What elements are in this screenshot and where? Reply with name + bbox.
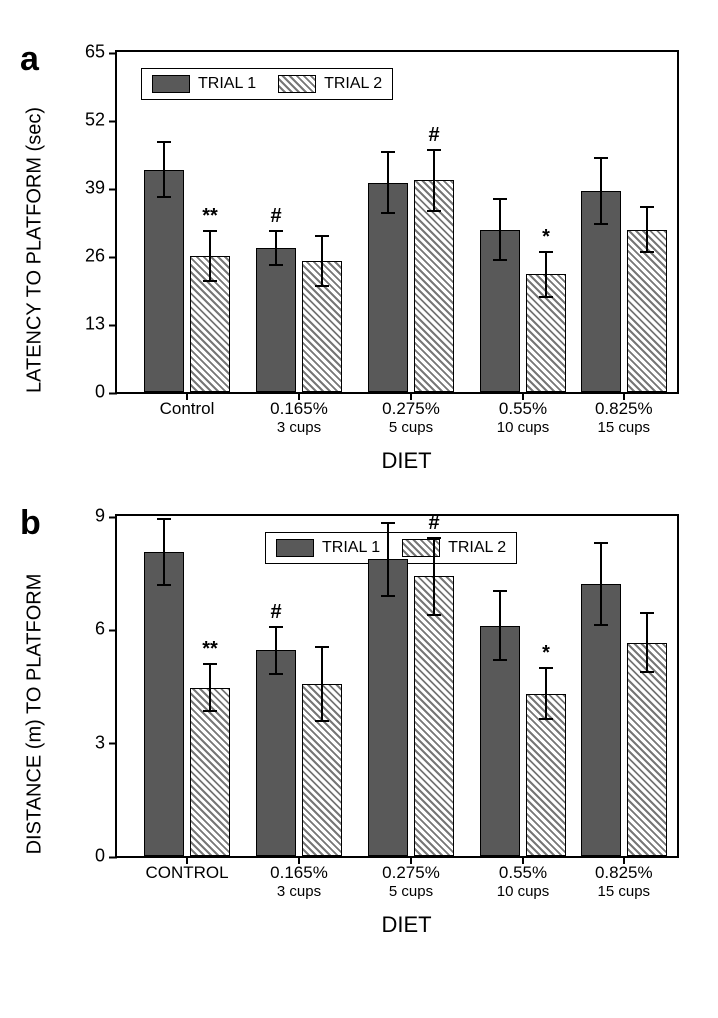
significance-marker: * [542, 642, 550, 665]
significance-marker: # [428, 124, 439, 147]
bar-trial1 [256, 650, 296, 856]
bar-trial2 [414, 576, 454, 856]
error-bar [545, 251, 547, 298]
error-bar [209, 663, 211, 712]
bar-trial1 [144, 552, 184, 856]
x-category-label: 0.275%5 cups [382, 392, 440, 438]
y-tick: 6 [95, 619, 117, 640]
y-tick: 9 [95, 506, 117, 527]
bar-trial2 [414, 180, 454, 392]
x-category-label: 0.165%3 cups [270, 856, 328, 902]
bar-trial1 [368, 559, 408, 856]
legend: TRIAL 1 TRIAL 2 [141, 68, 393, 100]
legend-label: TRIAL 1 [322, 539, 380, 557]
significance-marker: # [428, 512, 439, 535]
error-bar [646, 612, 648, 672]
x-category-sublabel: 15 cups [595, 419, 653, 438]
error-bar [321, 235, 323, 287]
error-bar [163, 518, 165, 586]
error-bar [387, 522, 389, 598]
error-bar [646, 206, 648, 253]
y-tick: 39 [85, 178, 117, 199]
bar-trial2 [190, 688, 230, 856]
legend-swatch [152, 75, 190, 93]
x-category-label: 0.825%15 cups [595, 856, 653, 902]
y-tick: 13 [85, 314, 117, 335]
panel-a-chart: 01326395265TRIAL 1TRIAL 2Control**0.165%… [115, 50, 679, 394]
error-bar [499, 198, 501, 261]
x-category-label: 0.165%3 cups [270, 392, 328, 438]
bar-trial1 [144, 170, 184, 392]
error-bar [209, 230, 211, 282]
bar-trial2 [627, 643, 667, 856]
legend-label: TRIAL 2 [448, 539, 506, 557]
x-category-label: 0.825%15 cups [595, 392, 653, 438]
x-category-label: 0.275%5 cups [382, 856, 440, 902]
panel-b-ylabel: DISTANCE (m) TO PLATFORM [24, 574, 47, 855]
panel-b-label: b [20, 504, 41, 543]
error-bar [499, 590, 501, 662]
y-tick: 52 [85, 110, 117, 131]
significance-marker: ** [202, 205, 218, 228]
x-category-sublabel: 3 cups [270, 419, 328, 438]
bar-trial1 [368, 183, 408, 392]
y-tick: 0 [95, 846, 117, 867]
legend-swatch [278, 75, 316, 93]
panel-a-label: a [20, 40, 39, 79]
panel-b-xlabel: DIET [115, 912, 698, 938]
panel-a-ylabel: LATENCY TO PLATFORM (sec) [24, 107, 47, 393]
significance-marker: # [270, 205, 281, 228]
figure: a LATENCY TO PLATFORM (sec) 01326395265T… [20, 50, 698, 938]
x-category-sublabel: 3 cups [270, 883, 328, 902]
x-category-sublabel: 15 cups [595, 883, 653, 902]
x-category-label: CONTROL [145, 856, 228, 883]
error-bar [433, 537, 435, 616]
bar-trial1 [256, 248, 296, 392]
panel-a-xlabel: DIET [115, 448, 698, 474]
legend-label: TRIAL 2 [324, 75, 382, 93]
error-bar [275, 230, 277, 267]
x-category-sublabel: 5 cups [382, 419, 440, 438]
x-category-sublabel: 5 cups [382, 883, 440, 902]
significance-marker: ** [202, 638, 218, 661]
x-category-sublabel: 10 cups [497, 419, 550, 438]
error-bar [321, 646, 323, 722]
panel-b-chart: 0369TRIAL 1TRIAL 2CONTROL**0.165%3 cups#… [115, 514, 679, 858]
panel-b: b DISTANCE (m) TO PLATFORM 0369TRIAL 1TR… [20, 514, 698, 938]
significance-marker: * [542, 226, 550, 249]
error-bar [545, 667, 547, 720]
error-bar [600, 542, 602, 625]
error-bar [600, 157, 602, 225]
legend-label: TRIAL 1 [198, 75, 256, 93]
panel-a: a LATENCY TO PLATFORM (sec) 01326395265T… [20, 50, 698, 474]
y-tick: 3 [95, 732, 117, 753]
x-category-label: 0.55%10 cups [497, 856, 550, 902]
legend-swatch [276, 539, 314, 557]
y-tick: 65 [85, 42, 117, 63]
x-category-sublabel: 10 cups [497, 883, 550, 902]
y-tick: 26 [85, 246, 117, 267]
error-bar [387, 151, 389, 214]
x-category-label: 0.55%10 cups [497, 392, 550, 438]
error-bar [433, 149, 435, 212]
error-bar [275, 626, 277, 675]
error-bar [163, 141, 165, 199]
bar-trial2 [627, 230, 667, 392]
x-category-label: Control [160, 392, 215, 419]
significance-marker: # [270, 601, 281, 624]
y-tick: 0 [95, 382, 117, 403]
